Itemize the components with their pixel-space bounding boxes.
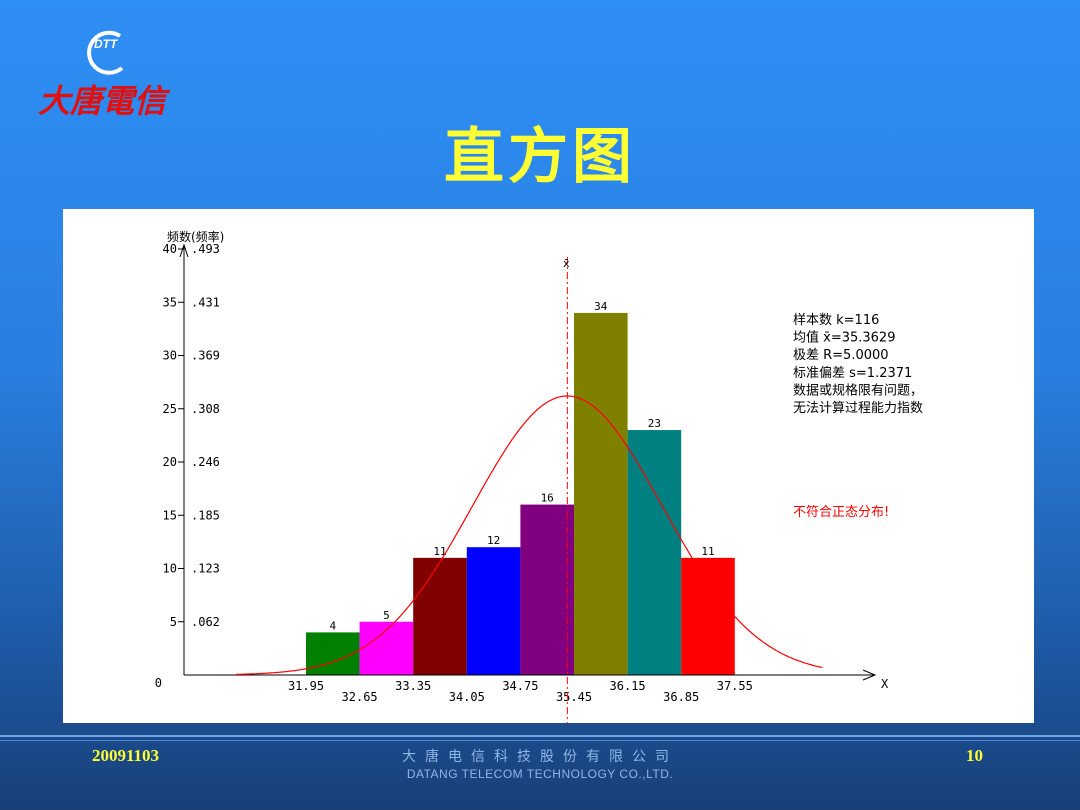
- histogram-bar: [627, 430, 682, 675]
- histogram-bar: [574, 312, 628, 675]
- footer-date: 20091103: [92, 746, 160, 765]
- y-axis-label: 频数(频率): [167, 229, 224, 244]
- y-tick-label: 0: [155, 676, 162, 690]
- y-tick-freq-label: .369: [191, 349, 220, 363]
- stats-line: 极差 R=5.0000: [793, 348, 889, 363]
- y-tick-label: 35: [163, 295, 177, 309]
- x-tick-label: 34.75: [502, 679, 538, 693]
- y-tick-freq-label: .185: [191, 508, 220, 522]
- histogram-bar: [306, 632, 360, 675]
- y-tick-label: 40: [163, 242, 177, 256]
- footer-company: 大唐电信科技股份有限公司 DATANG TELECOM TECHNOLOGY C…: [340, 746, 740, 781]
- mean-marker-label: x̄: [563, 257, 570, 270]
- bar-value-label: 5: [383, 609, 390, 622]
- histogram-bar: [681, 557, 735, 675]
- logo-mark: DTT: [94, 37, 119, 51]
- histogram-bar: [413, 557, 467, 675]
- x-tick-label: 31.95: [288, 679, 324, 693]
- company-logo: DTT 大唐電信: [38, 30, 171, 120]
- x-tick-label: 36.15: [610, 679, 646, 693]
- normal-curve: [235, 395, 823, 675]
- x-tick-label: 32.65: [342, 690, 378, 704]
- histogram-bar: [466, 547, 521, 675]
- y-tick-label: 25: [163, 402, 177, 416]
- y-tick-label: 10: [163, 562, 177, 576]
- x-axis-label: X: [881, 677, 889, 691]
- bar-value-label: 16: [541, 492, 554, 505]
- x-tick-label: 34.05: [449, 690, 485, 704]
- footer-company-cn: 大唐电信科技股份有限公司: [402, 749, 678, 765]
- x-tick-label: 36.85: [663, 690, 699, 704]
- stats-line: 样本数 k=116: [793, 313, 879, 328]
- x-tick-label: 33.35: [395, 679, 431, 693]
- logo-arc: [87, 30, 124, 75]
- stats-line: 均值 x̄=35.3629: [793, 330, 895, 346]
- y-tick-freq-label: .431: [191, 295, 220, 309]
- bar-value-label: 11: [433, 545, 446, 558]
- logo-company-script: 大唐電信: [38, 82, 171, 120]
- stats-line: 标准偏差 s=1.2371: [793, 366, 912, 381]
- y-tick-freq-label: .123: [191, 562, 220, 576]
- y-tick-label: 15: [163, 508, 177, 522]
- page-number: 10: [966, 746, 983, 765]
- x-tick-label: 35.45: [556, 690, 592, 704]
- slide-title: 直方图: [444, 122, 636, 192]
- histogram-svg: 4 5 11 12 16 34 23 11 X 频数(频率) 0 5 .062 10 .123 15 .185 2…: [155, 229, 923, 723]
- bar-value-label: 4: [329, 619, 336, 632]
- normality-warning: 不符合正态分布!: [793, 504, 889, 520]
- y-tick-freq-label: .308: [191, 402, 220, 416]
- y-tick-label: 5: [170, 615, 177, 629]
- x-tick-label: 37.55: [717, 679, 753, 693]
- y-tick-freq-label: .493: [191, 242, 220, 256]
- x-axis-arrow: [862, 669, 877, 681]
- histogram-bar: [520, 504, 574, 675]
- footer-divider-thin: [0, 740, 1080, 741]
- y-tick-freq-label: .062: [191, 615, 220, 629]
- footer-divider: [0, 735, 1080, 737]
- footer-company-en: DATANG TELECOM TECHNOLOGY CO.,LTD.: [406, 767, 674, 781]
- bar-value-label: 23: [648, 417, 661, 430]
- stats-line: 数据或规格限有问题，: [793, 382, 923, 398]
- histogram-chart: 4 5 11 12 16 34 23 11 X 频数(频率) 0 5 .062 10 .123 15 .185 2…: [63, 209, 1034, 723]
- stats-line: 无法计算过程能力指数: [793, 401, 923, 416]
- y-tick-freq-label: .246: [191, 455, 220, 469]
- y-axis-arrow: [179, 243, 189, 258]
- y-tick-label: 30: [163, 349, 177, 363]
- bar-value-label: 34: [594, 300, 608, 313]
- bar-value-label: 11: [701, 545, 714, 558]
- y-tick-label: 20: [163, 455, 177, 469]
- bar-value-label: 12: [487, 534, 500, 547]
